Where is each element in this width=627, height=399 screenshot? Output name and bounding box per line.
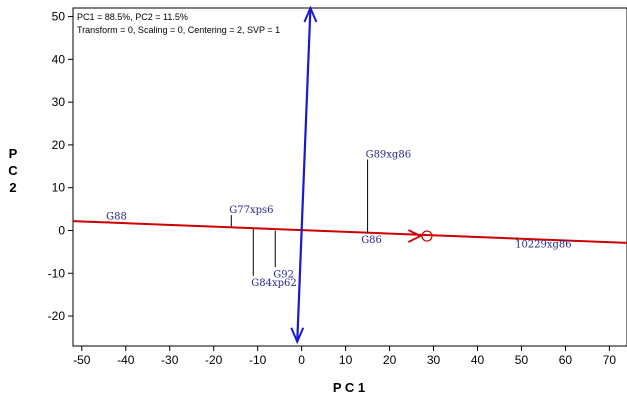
- blue-arrowhead-top: [303, 5, 318, 23]
- point-label: G86: [361, 235, 382, 246]
- red-loading-line: [72, 220, 627, 244]
- loading-lines: [72, 5, 627, 345]
- blue-loading-line: [296, 7, 312, 342]
- x-tick-label: -50: [73, 353, 91, 367]
- x-tick-label: -20: [205, 353, 223, 367]
- annotation-variance: PC1 = 88.5%, PC2 = 11.5%: [77, 12, 188, 22]
- point-label: G84xp62: [251, 278, 296, 289]
- y-ticks: -20 -10 0 10 20 30 40 50: [48, 10, 73, 323]
- x-tick-label: -40: [117, 353, 135, 367]
- point-label: G89xg86: [366, 149, 411, 160]
- y-tick-label: 10: [52, 181, 66, 195]
- y-axis-title-letter: P: [9, 146, 18, 161]
- x-tick-label: -30: [161, 353, 179, 367]
- y-axis-title-letter: C: [8, 163, 18, 178]
- x-tick-label: 20: [383, 353, 397, 367]
- y-tick-label: 20: [52, 138, 66, 152]
- y-tick-label: -10: [48, 266, 66, 280]
- x-tick-label: 0: [298, 353, 305, 367]
- x-ticks: -50 -40 -30 -20 -10 0 10 20 30 40 50 60 70: [73, 346, 616, 367]
- red-arrowhead: [407, 229, 423, 243]
- x-tick-label: 70: [603, 353, 617, 367]
- point-label: G88: [106, 212, 127, 223]
- red-circle-marker: [421, 230, 433, 242]
- y-tick-label: 0: [58, 223, 65, 237]
- y-tick-label: 50: [52, 10, 66, 24]
- x-tick-label: 50: [515, 353, 529, 367]
- y-axis-title-letter: 2: [9, 180, 16, 195]
- x-axis-title: P C 1: [333, 380, 365, 395]
- x-tick-label: 40: [471, 353, 485, 367]
- y-tick-label: -20: [48, 309, 66, 323]
- y-tick-label: 30: [52, 95, 66, 109]
- point-label: 10229xg86: [515, 239, 572, 250]
- point-label: G92: [273, 269, 294, 280]
- x-tick-label: -10: [249, 353, 267, 367]
- y-tick-label: 40: [52, 52, 66, 66]
- x-tick-label: 60: [559, 353, 573, 367]
- plot-frame: [72, 7, 627, 347]
- x-tick-label: 10: [339, 353, 353, 367]
- annotation-settings: Transform = 0, Scaling = 0, Centering = …: [77, 25, 280, 35]
- x-tick-label: 30: [427, 353, 441, 367]
- blue-arrowhead-bottom: [290, 327, 305, 345]
- point-label: G77xps6: [229, 205, 273, 216]
